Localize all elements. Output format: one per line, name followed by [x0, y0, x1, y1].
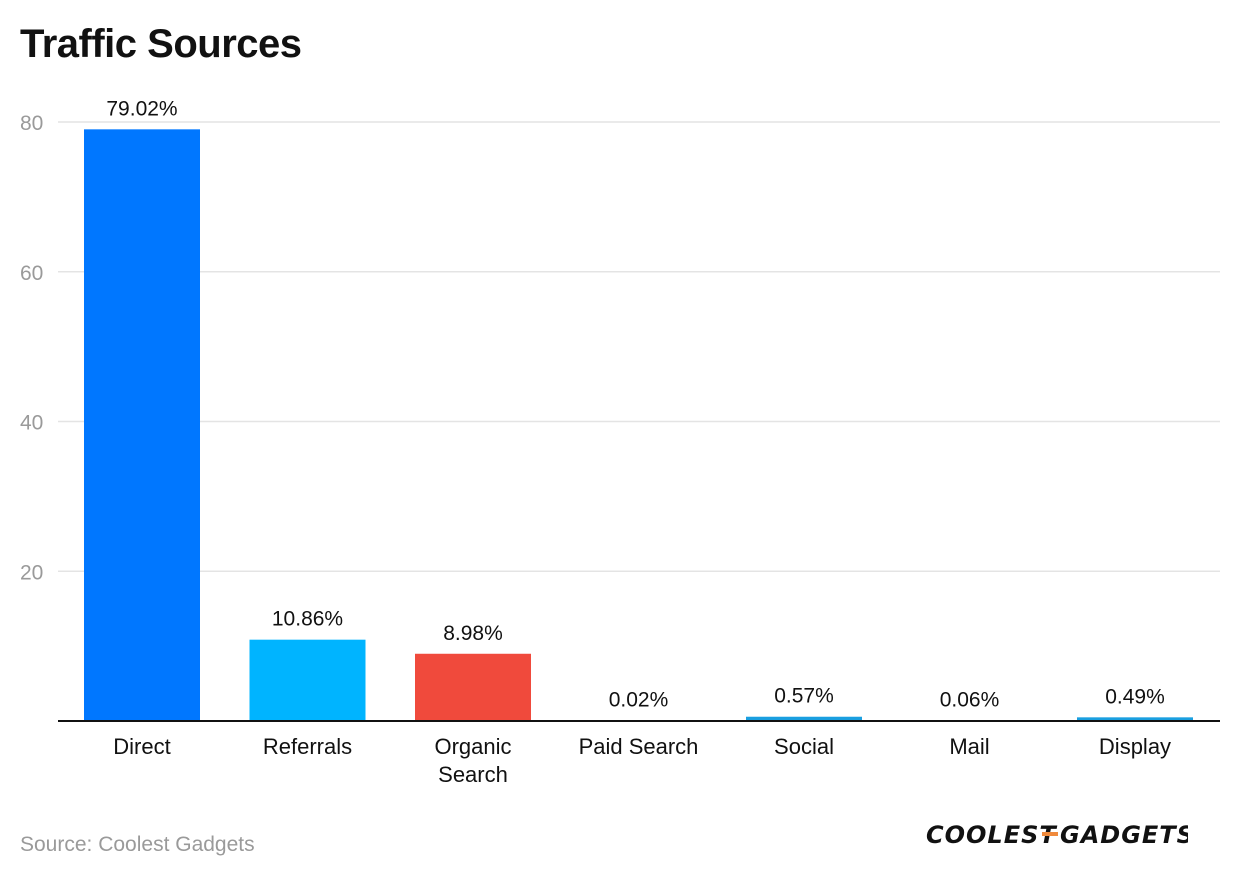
x-category-label: Display [1099, 734, 1171, 759]
data-label: 79.02% [106, 97, 177, 120]
bars [84, 129, 1193, 721]
y-tick-label: 60 [20, 262, 43, 285]
bar [1077, 717, 1193, 721]
source-note: Source: Coolest Gadgets [20, 833, 255, 856]
x-category-label: Search [438, 762, 508, 787]
y-tick-label: 40 [20, 412, 43, 435]
svg-text:GADGETS: GADGETS [1060, 821, 1188, 849]
y-tick-label: 80 [20, 112, 43, 135]
bar [249, 639, 366, 721]
bar [415, 653, 531, 721]
x-axis-categories: Direct Referrals Organic Search Paid Search S… [113, 734, 1171, 787]
data-label: 10.86% [272, 608, 343, 631]
data-labels: 79.02% 10.86% 8.98% 0.02% 0.57% 0.06% 0.49% [106, 97, 1164, 711]
data-label: 0.49% [1105, 685, 1165, 708]
data-label: 0.06% [940, 688, 1000, 711]
data-label: 8.98% [443, 622, 503, 645]
coolest-gadgets-logo: COOLEST GADGETS [926, 821, 1188, 849]
svg-text:COOLEST: COOLEST [926, 821, 1057, 849]
y-tick-label: 20 [20, 561, 43, 584]
bar [84, 129, 200, 721]
x-category-label: Organic [434, 734, 511, 759]
data-label: 0.02% [609, 688, 669, 711]
x-category-label: Mail [949, 734, 989, 759]
x-category-label: Social [774, 734, 834, 759]
bar [746, 716, 862, 721]
bar-chart: 20 40 60 80 79.02% 10.86% 8.98% 0.02% 0.57% 0.06… [20, 97, 1220, 787]
gridlines [58, 121, 1220, 572]
x-category-label: Direct [113, 734, 170, 759]
y-axis-ticks: 20 40 60 80 [20, 112, 43, 584]
data-label: 0.57% [774, 685, 834, 708]
chart-title: Traffic Sources [20, 22, 302, 66]
x-category-label: Paid Search [579, 734, 699, 759]
x-category-label: Referrals [263, 734, 352, 759]
